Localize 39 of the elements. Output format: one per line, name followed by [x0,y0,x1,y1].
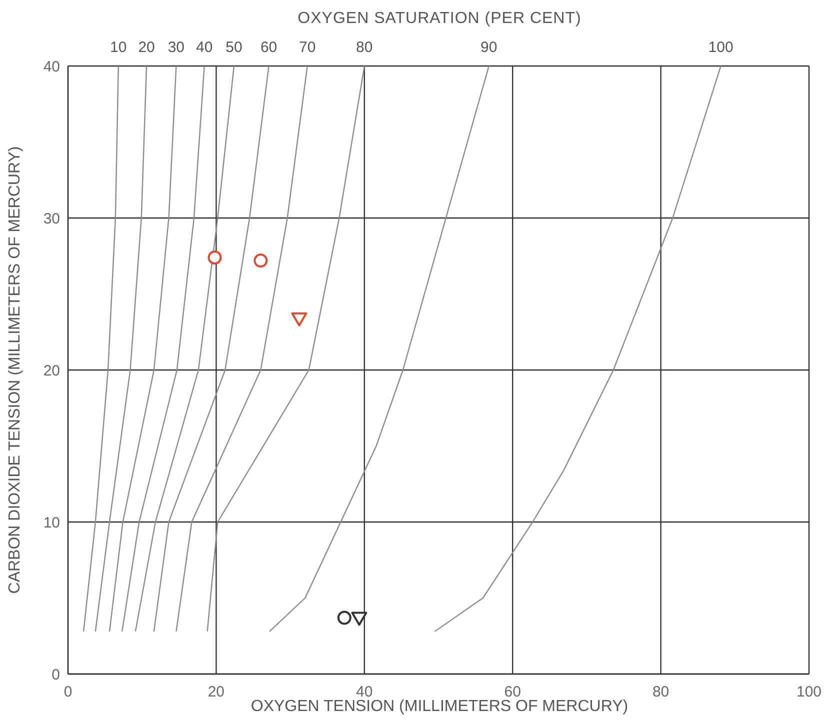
x-axis-title: OXYGEN TENSION (MILLIMETERS OF MERCURY) [250,698,628,715]
x-tick-label: 40 [356,684,373,701]
series-label: 10 [110,39,127,56]
y-tick-label: 40 [43,58,60,76]
point [208,250,222,265]
y-axis-title: CARBON DIOXIDE TENSION (MILLIMETERS OF MERCURY) [6,146,24,594]
y-tick-label: 10 [43,514,60,532]
x-tick-label: 100 [796,684,822,701]
line-series [268,66,490,632]
series-label: 60 [260,39,278,56]
y-tick-label: 20 [43,362,60,380]
series-label: 100 [708,39,734,56]
line-series [153,66,270,632]
series-label: 50 [226,39,242,56]
series-label: 30 [168,39,185,56]
line-series [94,66,148,632]
point [351,612,368,626]
x-tick-label: 0 [64,684,72,701]
series-label: 20 [138,39,155,56]
series-label: 80 [356,39,373,56]
line-series [206,66,365,632]
line-series [108,66,177,632]
point [337,610,352,625]
line-series [82,66,119,632]
y-tick-label: 0 [52,666,60,684]
line-series [176,66,308,632]
point [254,254,268,268]
x-tick-label: 60 [504,684,521,701]
series-label: 90 [480,39,498,56]
y-tick-label: 30 [43,210,60,228]
x2-axis-title: OXYGEN SATURATION (PER CENT) [296,10,582,28]
line-series [134,66,235,632]
series-label: 40 [196,39,213,56]
x-tick-label: 80 [652,684,670,701]
point [291,312,308,326]
x-tick-label: 20 [208,684,225,701]
line-series [121,66,205,632]
series-label: 70 [299,39,316,56]
line-series [434,66,722,632]
